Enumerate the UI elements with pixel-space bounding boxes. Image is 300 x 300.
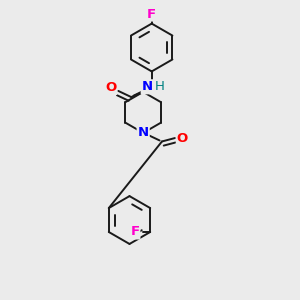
Text: O: O [105,81,116,94]
Text: F: F [147,8,156,20]
Text: N: N [138,126,149,140]
Text: O: O [177,131,188,145]
Text: N: N [142,80,153,93]
Text: H: H [154,80,164,93]
Text: F: F [130,226,140,238]
